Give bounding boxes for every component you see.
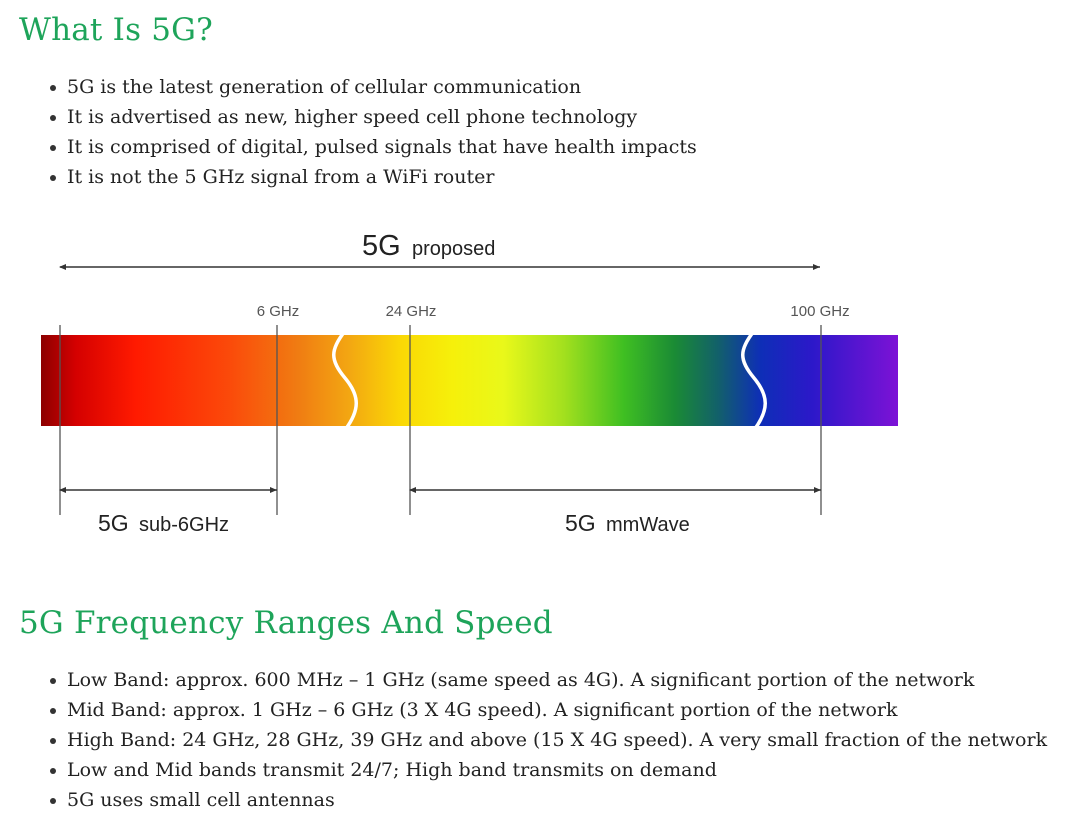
5g-spectrum-diagram: 5G proposed 6 GHz 24 GHz 100 GHz 5G sub-… [41,230,898,536]
tick-label-6ghz: 6 GHz [257,303,300,320]
5g-proposed-label-main: 5G [362,230,401,262]
tick-label-24ghz: 24 GHz [386,303,437,320]
list-item: Low Band: approx. 600 MHz – 1 GHz (same … [48,665,1047,695]
list-item: It is advertised as new, higher speed ce… [48,102,697,132]
sub-6ghz-label-main: 5G [98,510,129,536]
section-title-what-is-5g: What Is 5G? [19,12,213,48]
list-item: Low and Mid bands transmit 24/7; High ba… [48,755,1047,785]
scale-break-mark [741,329,767,432]
intro-bullet-list: 5G is the latest generation of cellular … [48,72,697,192]
mmwave-label-sub: mmWave [606,514,690,536]
list-item: It is comprised of digital, pulsed signa… [48,132,697,162]
list-item: Mid Band: approx. 1 GHz – 6 GHz (3 X 4G … [48,695,1047,725]
spectrum-band [41,335,898,426]
scale-break-mark [332,329,358,432]
list-item: 5G is the latest generation of cellular … [48,72,697,102]
sub-6ghz-label-sub: sub-6GHz [139,514,229,536]
list-item: 5G uses small cell antennas [48,785,1047,815]
section-title-frequency-ranges: 5G Frequency Ranges And Speed [19,605,553,641]
tick-label-100ghz: 100 GHz [790,303,849,320]
list-item: High Band: 24 GHz, 28 GHz, 39 GHz and ab… [48,725,1047,755]
5g-proposed-label-sub: proposed [412,238,495,260]
mmwave-label-main: 5G [565,510,596,536]
frequency-bullet-list: Low Band: approx. 600 MHz – 1 GHz (same … [48,665,1047,815]
list-item: It is not the 5 GHz signal from a WiFi r… [48,162,697,192]
